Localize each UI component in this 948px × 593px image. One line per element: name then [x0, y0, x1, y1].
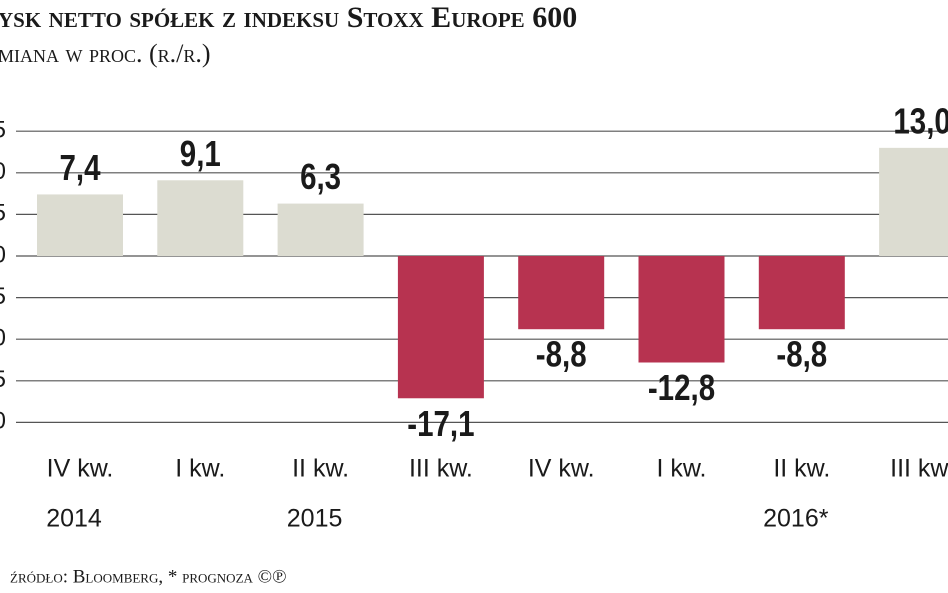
y-tick-label: 15 [0, 117, 6, 144]
value-label: -8,8 [776, 334, 827, 374]
value-label: 6,3 [300, 156, 341, 196]
x-tick-label: IV kw. [47, 455, 114, 483]
value-label: 7,4 [59, 147, 101, 187]
x-tick-label: I kw. [656, 455, 706, 483]
bar [157, 180, 244, 256]
bar [638, 256, 725, 363]
value-label: 13,0 [893, 101, 948, 141]
value-label: -17,1 [407, 403, 474, 443]
bar [277, 203, 364, 256]
x-tick-label: II kw. [773, 455, 830, 483]
source: źródło: Bloomberg, * prognoza ©℗ [10, 566, 287, 587]
year-label: 2014 [46, 505, 102, 533]
y-tick-label: 10 [0, 158, 6, 185]
bar [758, 256, 845, 330]
bar [879, 147, 948, 256]
year-label: 2015 [287, 505, 343, 533]
y-tick-label: 0 [0, 241, 6, 268]
value-label: -12,8 [648, 367, 715, 407]
y-tick-label: -5 [0, 283, 6, 310]
x-tick-label: III kw. [890, 455, 948, 483]
x-tick-label: III kw. [409, 455, 473, 483]
value-label: -8,8 [536, 334, 587, 374]
chart-title: ysk netto spółek z indeksu Stoxx Europe … [0, 1, 577, 34]
x-tick-label: IV kw. [528, 455, 595, 483]
y-tick-label: -10 [0, 325, 6, 352]
x-tick-label: I kw. [175, 455, 225, 483]
y-tick-label: 5 [0, 200, 6, 227]
bar [518, 256, 605, 330]
value-label: 9,1 [180, 133, 221, 173]
chart-subtitle: miana w proc. (r./r.) [0, 39, 211, 68]
x-tick-label: II kw. [292, 455, 349, 483]
bar [397, 256, 484, 399]
bar [37, 194, 123, 256]
y-tick-label: -15 [0, 366, 6, 393]
y-tick-label: -20 [0, 408, 6, 435]
year-label: 2016* [763, 505, 829, 533]
